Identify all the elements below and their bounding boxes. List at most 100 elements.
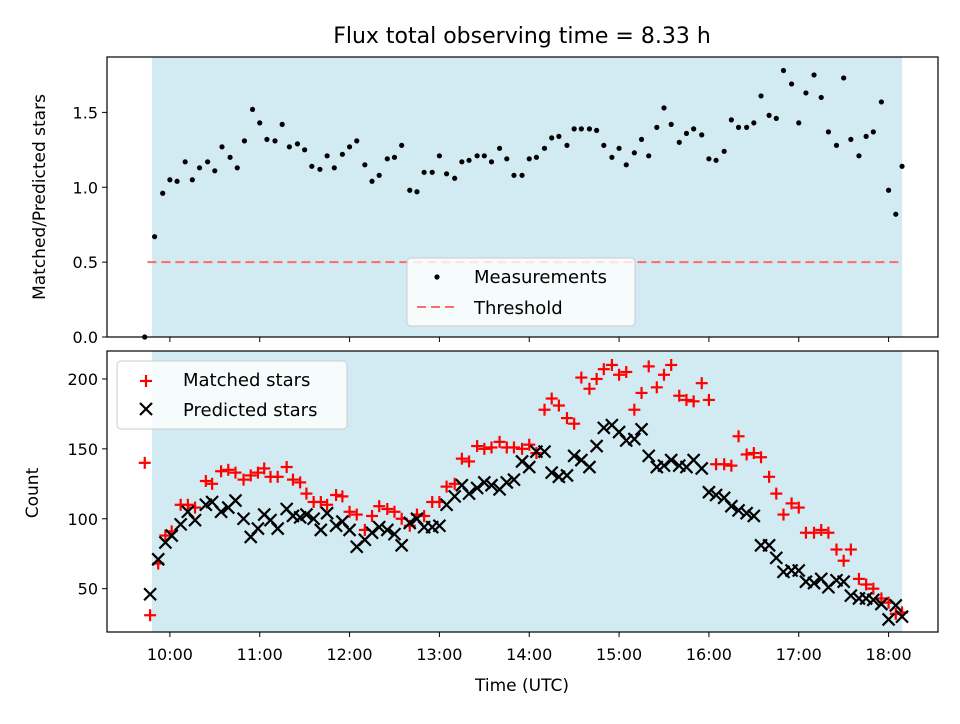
top-axes-frame (106, 56, 939, 338)
matched-star-point (251, 466, 264, 479)
bottom-x-tick-label: 15:00 (596, 645, 642, 664)
measurement-point (279, 121, 285, 127)
top-x-axis-ticks (169, 337, 890, 342)
measurement-point (309, 163, 315, 169)
measurement-point (885, 187, 892, 193)
bottom-legend-box (116, 360, 348, 430)
matched-star-point (373, 500, 386, 513)
matched-star-point (181, 498, 194, 511)
measurement-point (713, 157, 719, 163)
measurement-point (167, 177, 173, 183)
measurement-point (294, 141, 301, 147)
measurement-point (399, 142, 405, 148)
measurement-point (721, 148, 727, 154)
measurement-point (691, 126, 697, 132)
matched-star-point (732, 430, 745, 443)
top-legend: Measurements Threshold (406, 257, 636, 327)
measurement-point (504, 156, 510, 162)
bottom-x-tick-label: 18:00 (866, 645, 912, 664)
predicted-star-point (791, 563, 806, 578)
measurement-point (638, 136, 645, 142)
bottom-y-axis-label: Count (23, 467, 43, 518)
matched-star-point (875, 592, 888, 605)
matched-star-point (777, 508, 790, 521)
matched-star-point (237, 473, 250, 486)
chart-title: Flux total observing time = 8.33 h (333, 24, 711, 49)
measurement-point (623, 162, 629, 168)
matched-star-point (695, 377, 708, 390)
predicted-star-point (522, 460, 537, 474)
matched-star-point (808, 526, 821, 539)
measurement-point (676, 139, 682, 145)
measurement-point (594, 127, 600, 133)
measurement-point (152, 234, 158, 240)
predicted-star-point (597, 421, 611, 435)
predicted-star-point (270, 521, 285, 536)
predicted-star-point (895, 609, 909, 624)
legend-matched-label: Matched stars (183, 370, 310, 391)
predicted-star-point (664, 453, 678, 467)
matched-star-point (770, 487, 783, 500)
measurement-point (683, 130, 690, 136)
matched-star-point (583, 382, 596, 395)
bottom-x-axis-ticks: 10:00 11:00 12:00 13:00 14:00 15:00 16:00 17:00… (147, 632, 912, 664)
matched-star-point (860, 578, 873, 591)
matched-star-point (381, 502, 394, 515)
measurement-point (578, 126, 584, 132)
predicted-stars-series (143, 418, 909, 627)
measurement-point (436, 153, 442, 159)
matched-star-point (650, 381, 663, 394)
predicted-star-point (432, 518, 447, 533)
matched-star-point (244, 469, 257, 482)
bottom-x-tick-label: 12:00 (327, 645, 373, 664)
measurements-series (142, 67, 905, 340)
matched-star-point (455, 452, 468, 465)
bottom-y-axis-ticks: 50 100 150 200 (67, 370, 107, 599)
measurement-point (728, 117, 734, 123)
measurement-point (833, 142, 840, 148)
measurement-point (601, 142, 607, 148)
predicted-star-point (188, 513, 202, 527)
predicted-star-point (634, 422, 649, 437)
predicted-star-point (470, 481, 484, 495)
predicted-star-point (251, 521, 265, 536)
bottom-x-tick-label: 11:00 (237, 645, 283, 664)
predicted-star-point (164, 528, 179, 543)
legend-predicted-label: Predicted stars (183, 400, 317, 421)
matched-star-point (222, 463, 235, 476)
measurement-point (766, 112, 772, 118)
matched-star-point (560, 412, 573, 425)
predicted-star-point (694, 461, 709, 476)
predicted-star-point (477, 475, 492, 490)
matched-star-point (388, 505, 401, 518)
measurement-point (616, 145, 622, 151)
predicted-star-point (314, 523, 328, 537)
predicted-star-point (641, 449, 656, 463)
matched-star-point (516, 442, 529, 455)
top-y-tick-label: 1.0 (73, 178, 98, 197)
measurement-point (369, 178, 375, 184)
measurement-point (646, 153, 652, 159)
measurement-point (751, 120, 757, 126)
predicted-star-point (627, 432, 642, 446)
measurement-point (384, 156, 390, 162)
predicted-star-point (657, 458, 671, 473)
top-y-tick-label: 0.0 (73, 328, 98, 347)
matched-star-point (258, 462, 271, 475)
predicted-star-point (560, 468, 574, 483)
predicted-star-point (762, 538, 776, 553)
predicted-star-point (173, 517, 188, 532)
top-y-tick-label: 0.5 (73, 253, 98, 272)
matched-star-point (830, 543, 843, 556)
measurement-point (317, 166, 323, 172)
measurement-point (182, 159, 188, 165)
matched-star-point (815, 523, 828, 536)
measurement-point (205, 159, 211, 165)
matched-star-point (448, 477, 461, 490)
matched-star-point (597, 363, 610, 376)
measurement-point (870, 129, 876, 135)
matched-star-point (575, 371, 588, 384)
measurement-point (549, 135, 555, 141)
matched-star-point (463, 455, 476, 468)
